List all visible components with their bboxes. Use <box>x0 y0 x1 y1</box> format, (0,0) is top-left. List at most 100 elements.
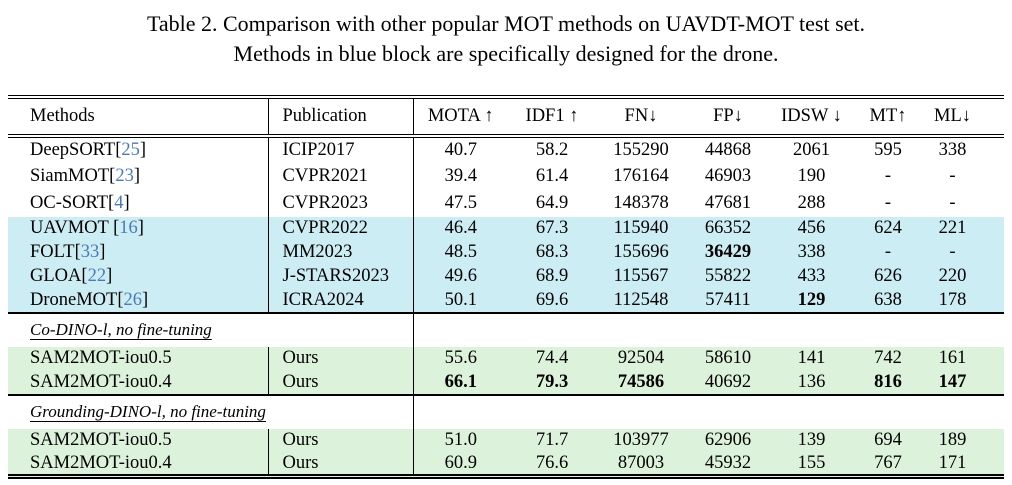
metric-cell: 92504 <box>617 348 665 369</box>
column-header-mt: MT↑ <box>869 105 907 126</box>
section-empty-cell <box>413 313 1004 347</box>
publication-cell: Ours <box>268 346 414 371</box>
metric-cell: - <box>949 165 956 186</box>
method-cell: GLOA[22] <box>8 264 269 289</box>
citation-link[interactable]: 22 <box>87 266 107 287</box>
metric-cell: 115940 <box>613 218 669 239</box>
publication-cell: ICRA2024 <box>268 288 414 313</box>
citation-link[interactable]: 33 <box>80 242 100 263</box>
metric-cell: 115567 <box>613 266 669 287</box>
table-caption-line1: Table 2. Comparison with other popular M… <box>146 11 866 36</box>
section-cell: Grounding-DINO-l, no fine-tuning <box>8 394 414 429</box>
metric-cell: 46.4 <box>444 218 477 239</box>
metric-cell: - <box>884 165 892 186</box>
metric-cell: 338 <box>938 139 967 160</box>
table-row: UAVMOT [16] CVPR2022 46.4 67.3 115940 66352 45… <box>8 216 1004 241</box>
metric-cell: 64.9 <box>535 192 569 213</box>
metric-cell: 69.6 <box>535 289 569 310</box>
column-header-fn: FN↓ <box>624 105 658 126</box>
publication-cell: Ours <box>268 452 414 477</box>
metric-cell: 816 <box>874 371 902 392</box>
metric-cell: 148378 <box>613 192 669 213</box>
metric-cell: 68.3 <box>535 242 569 263</box>
metric-cell: 189 <box>938 430 967 451</box>
metric-cell: 40.7 <box>444 139 477 160</box>
metric-cell: 55.6 <box>444 348 477 369</box>
metric-cell: 171 <box>938 452 967 473</box>
metric-cell: 624 <box>874 218 902 239</box>
metric-cell: 48.5 <box>444 242 477 263</box>
citation-link[interactable]: 25 <box>121 139 140 160</box>
metric-cell: 742 <box>874 348 902 369</box>
metric-cell: - <box>884 192 892 213</box>
table-row: SAM2MOT-iou0.4 Ours 66.1 79.3 74586 40692 136 8… <box>8 370 1004 395</box>
metric-cell: 74586 <box>617 371 665 392</box>
metric-cell: 456 <box>797 218 826 239</box>
section-header-row: Grounding-DINO-l, no fine-tuning <box>8 394 1004 429</box>
section-label: Grounding-DINO-l, no fine-tuning <box>30 401 266 421</box>
metric-cell: 61.4 <box>535 165 569 186</box>
metric-cell: 103977 <box>613 430 669 451</box>
publication-cell: Ours <box>268 428 414 453</box>
metric-cell: 39.4 <box>444 165 477 186</box>
metric-cell: 136 <box>797 371 826 392</box>
metric-cell: 220 <box>938 266 967 287</box>
section-header-row: Co-DINO-l, no fine-tuning <box>8 312 1004 347</box>
metric-cell: 47681 <box>704 192 752 213</box>
section-cell: Co-DINO-l, no fine-tuning <box>8 312 414 347</box>
column-header-mota: MOTA ↑ <box>427 105 494 126</box>
metric-cell: 71.7 <box>535 430 569 451</box>
citation-link[interactable]: 4 <box>114 192 124 213</box>
metric-cell: 58610 <box>704 348 752 369</box>
method-cell: SAM2MOT-iou0.4 <box>8 370 269 395</box>
metric-cell: 36429 <box>704 242 752 263</box>
table-row: GLOA[22] J-STARS2023 49.6 68.9 115567 55822 43… <box>8 264 1004 289</box>
table-row: SAM2MOT-iou0.5 Ours 51.0 71.7 103977 62906 139… <box>8 428 1004 453</box>
metric-cell: 49.6 <box>444 266 477 287</box>
metric-cell: 767 <box>874 452 902 473</box>
column-header-publication: Publication <box>268 96 414 136</box>
section-label: Co-DINO-l, no fine-tuning <box>30 319 212 339</box>
citation-link[interactable]: 23 <box>115 165 134 186</box>
table-row: SAM2MOT-iou0.4 Ours 60.9 76.6 87003 45932 155 7… <box>8 452 1004 477</box>
citation-link[interactable]: 16 <box>119 218 138 239</box>
method-cell: DeepSORT[25] <box>8 135 269 163</box>
table-row: FOLT[33] MM2023 48.5 68.3 155696 36429 338 - - <box>8 240 1004 265</box>
metric-cell: 155696 <box>613 242 669 263</box>
method-cell: SAM2MOT-iou0.4 <box>8 452 269 477</box>
metric-cell: 55822 <box>704 266 752 287</box>
metric-cell: 178 <box>938 289 967 310</box>
metric-cell: 595 <box>874 139 902 160</box>
metric-cell: 45932 <box>704 452 752 473</box>
table-row: DeepSORT[25] ICIP2017 40.7 58.2 155290 44868 2… <box>8 135 1004 163</box>
publication-cell: Ours <box>268 370 414 395</box>
results-table: Methods Publication MOTA ↑ IDF1 ↑ FN↓ FP↓ IDSW… <box>8 94 1004 480</box>
column-header-idsw: IDSW ↓ <box>781 105 842 126</box>
publication-cell: CVPR2021 <box>268 162 414 190</box>
metric-cell: 50.1 <box>444 289 477 310</box>
publication-cell: J-STARS2023 <box>268 264 414 289</box>
metric-cell: 62906 <box>704 430 752 451</box>
metric-cell: 87003 <box>617 452 665 473</box>
table-header-row: Methods Publication MOTA ↑ IDF1 ↑ FN↓ FP↓ IDSW… <box>8 96 1004 136</box>
metric-cell: 47.5 <box>444 192 477 213</box>
metric-cell: 76.6 <box>535 452 569 473</box>
metric-cell: - <box>949 192 956 213</box>
method-cell: OC-SORT[4] <box>8 189 269 217</box>
metric-cell: 40692 <box>704 371 752 392</box>
metric-cell: 129 <box>797 289 826 310</box>
metric-cell: 2061 <box>793 139 830 160</box>
metric-cell: 155 <box>797 452 826 473</box>
metric-cell: 44868 <box>704 139 752 160</box>
method-cell: SAM2MOT-iou0.5 <box>8 346 269 371</box>
metric-cell: 79.3 <box>535 371 569 392</box>
table-row: OC-SORT[4] CVPR2023 47.5 64.9 148378 47681 288… <box>8 189 1004 217</box>
section-empty-cell <box>413 395 1004 429</box>
citation-link[interactable]: 26 <box>123 289 143 310</box>
metric-cell: 57411 <box>705 289 751 310</box>
metric-cell: 433 <box>797 266 826 287</box>
metric-cell: 221 <box>938 218 967 239</box>
metric-cell: 60.9 <box>444 452 477 473</box>
metric-cell: 66352 <box>704 218 752 239</box>
